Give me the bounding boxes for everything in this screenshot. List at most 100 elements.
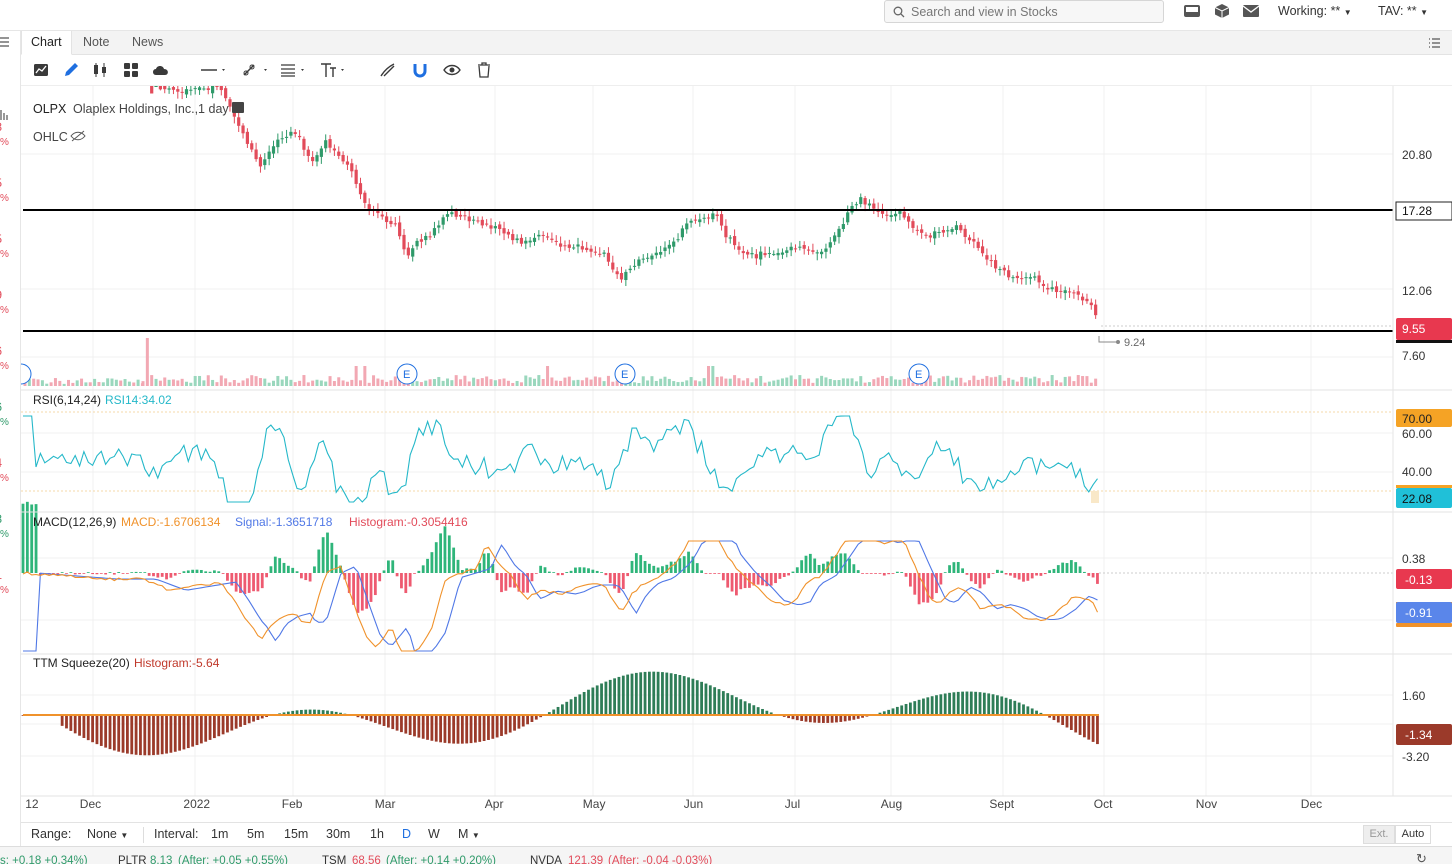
macd-histogram-bar — [421, 565, 425, 573]
candle-body — [254, 149, 258, 160]
tav-dropdown[interactable]: TAV: ** ▼ — [1378, 4, 1429, 18]
interval-1m[interactable]: 1m — [211, 827, 229, 841]
watchlist-value: 1 — [0, 569, 15, 582]
macd-histogram-bar — [861, 573, 864, 574]
volume-bar — [737, 378, 741, 386]
eye-icon[interactable] — [442, 61, 462, 79]
ticker-tape: s: +0.18 +0.34%) PLTR 8.13 (After: +0.05… — [0, 846, 1452, 864]
earnings-marker-partial[interactable] — [21, 363, 32, 385]
ext-hours-toggle[interactable]: Ext. — [1363, 825, 1395, 844]
tab-news[interactable]: News — [132, 35, 164, 49]
trash-icon[interactable] — [474, 61, 494, 79]
macd-histogram-tag — [1396, 569, 1452, 589]
candle-body — [619, 273, 624, 280]
indicator-icon[interactable] — [0, 109, 12, 121]
fib-tool-icon[interactable] — [279, 61, 309, 79]
tab-chart[interactable]: Chart — [21, 31, 72, 55]
candle-body — [867, 203, 872, 206]
ttm-histogram-bar — [956, 691, 960, 715]
eye-slash-icon[interactable] — [70, 130, 86, 142]
draw-pencil-icon[interactable] — [61, 61, 81, 79]
ttm-histogram-bar — [1061, 715, 1065, 725]
menu-icon[interactable] — [0, 37, 12, 47]
text-tool-icon[interactable] — [319, 61, 349, 79]
ttm-histogram-bar — [482, 715, 486, 741]
earnings-marker[interactable]: E — [908, 363, 930, 385]
range-dropdown[interactable]: None ▼ — [87, 827, 129, 841]
ttm-histogram-bar — [117, 715, 121, 752]
refresh-icon[interactable]: ↻ — [1416, 851, 1427, 864]
candle-body — [589, 248, 593, 252]
macd-histogram-bar — [587, 568, 590, 573]
interval-1h[interactable]: 1h — [370, 827, 384, 841]
candle-body — [724, 225, 728, 238]
macd-histogram-bar — [447, 535, 451, 573]
ttm-histogram-bar — [626, 674, 630, 715]
candle-body — [680, 228, 684, 238]
rsi-pane — [23, 415, 1099, 503]
volume-bar — [84, 382, 88, 386]
candle-body — [798, 246, 802, 248]
candle-body — [324, 140, 328, 149]
volume-bar — [272, 380, 275, 386]
ticker-symbol[interactable]: TSM — [322, 855, 347, 864]
ttm-histogram-bar — [1083, 715, 1086, 738]
ttm-current-label: -1.34 — [1405, 728, 1433, 742]
pen-tool-icon[interactable] — [241, 61, 271, 79]
macd-histogram-bar — [574, 567, 577, 573]
ttm-histogram-bar — [526, 715, 529, 725]
earnings-marker[interactable]: E — [396, 363, 418, 385]
interval-d[interactable]: D — [402, 827, 412, 841]
macd-histogram-bar — [91, 573, 94, 575]
volume-bar — [493, 380, 497, 386]
macd-histogram-bar — [130, 572, 134, 573]
candle-body — [550, 238, 554, 240]
note-icon[interactable] — [232, 102, 244, 113]
volume-bar — [215, 382, 219, 386]
ttm-histogram-bar — [652, 671, 656, 715]
ttm-histogram-bar — [604, 681, 608, 715]
ticker-symbol[interactable]: NVDA — [530, 855, 562, 864]
inbox-icon[interactable] — [1183, 3, 1201, 19]
magnet-icon[interactable] — [410, 61, 430, 79]
interval-m[interactable]: M ▼ — [458, 827, 480, 841]
interval-15m[interactable]: 15m — [284, 827, 309, 841]
macd-histogram-bar — [978, 573, 982, 589]
macd-histogram-bar — [1087, 573, 1091, 576]
search-input[interactable]: Search and view in Stocks — [884, 0, 1164, 23]
brush-icon[interactable] — [378, 61, 398, 79]
package-icon[interactable] — [1213, 3, 1231, 19]
mail-icon[interactable] — [1242, 3, 1260, 19]
price-chart[interactable]: OLPX Olaplex Holdings, Inc.,1 day OHLC 2… — [21, 86, 1452, 822]
macd-histogram-bar — [961, 568, 964, 573]
list-menu-icon[interactable] — [1429, 38, 1440, 48]
ticker-symbol[interactable]: PLTR — [118, 855, 147, 864]
ttm-histogram-bar — [743, 701, 747, 715]
candlestick-icon[interactable] — [90, 61, 110, 79]
interval-5m[interactable]: 5m — [247, 827, 265, 841]
layout-grid-icon[interactable] — [121, 61, 141, 79]
interval-w[interactable]: W — [428, 827, 440, 841]
candle-body — [224, 88, 228, 99]
macd-histogram-bar — [482, 553, 486, 573]
volume-bar — [1055, 380, 1058, 386]
candle-body — [1015, 275, 1019, 279]
earnings-marker[interactable]: E — [614, 363, 636, 385]
auto-scale-toggle[interactable]: Auto — [1395, 825, 1431, 844]
candle-body — [920, 229, 924, 233]
cloud-icon[interactable] — [151, 61, 171, 79]
macd-histogram-bar — [882, 573, 886, 576]
line-tool-icon[interactable] — [199, 61, 229, 79]
tab-note[interactable]: Note — [83, 35, 110, 49]
working-orders-dropdown[interactable]: Working: ** ▼ — [1278, 4, 1352, 18]
candle-body — [319, 148, 323, 157]
candle-body — [1054, 286, 1059, 293]
chart-type-icon[interactable] — [31, 61, 51, 79]
candle-body — [998, 269, 1002, 271]
interval-30m[interactable]: 30m — [326, 827, 351, 841]
macd-signal-tag — [1396, 602, 1452, 623]
volume-bar — [606, 375, 610, 386]
candle-body — [354, 169, 358, 184]
candle-body — [424, 235, 428, 241]
ticker-change[interactable]: s: +0.18 +0.34%) — [0, 855, 88, 864]
